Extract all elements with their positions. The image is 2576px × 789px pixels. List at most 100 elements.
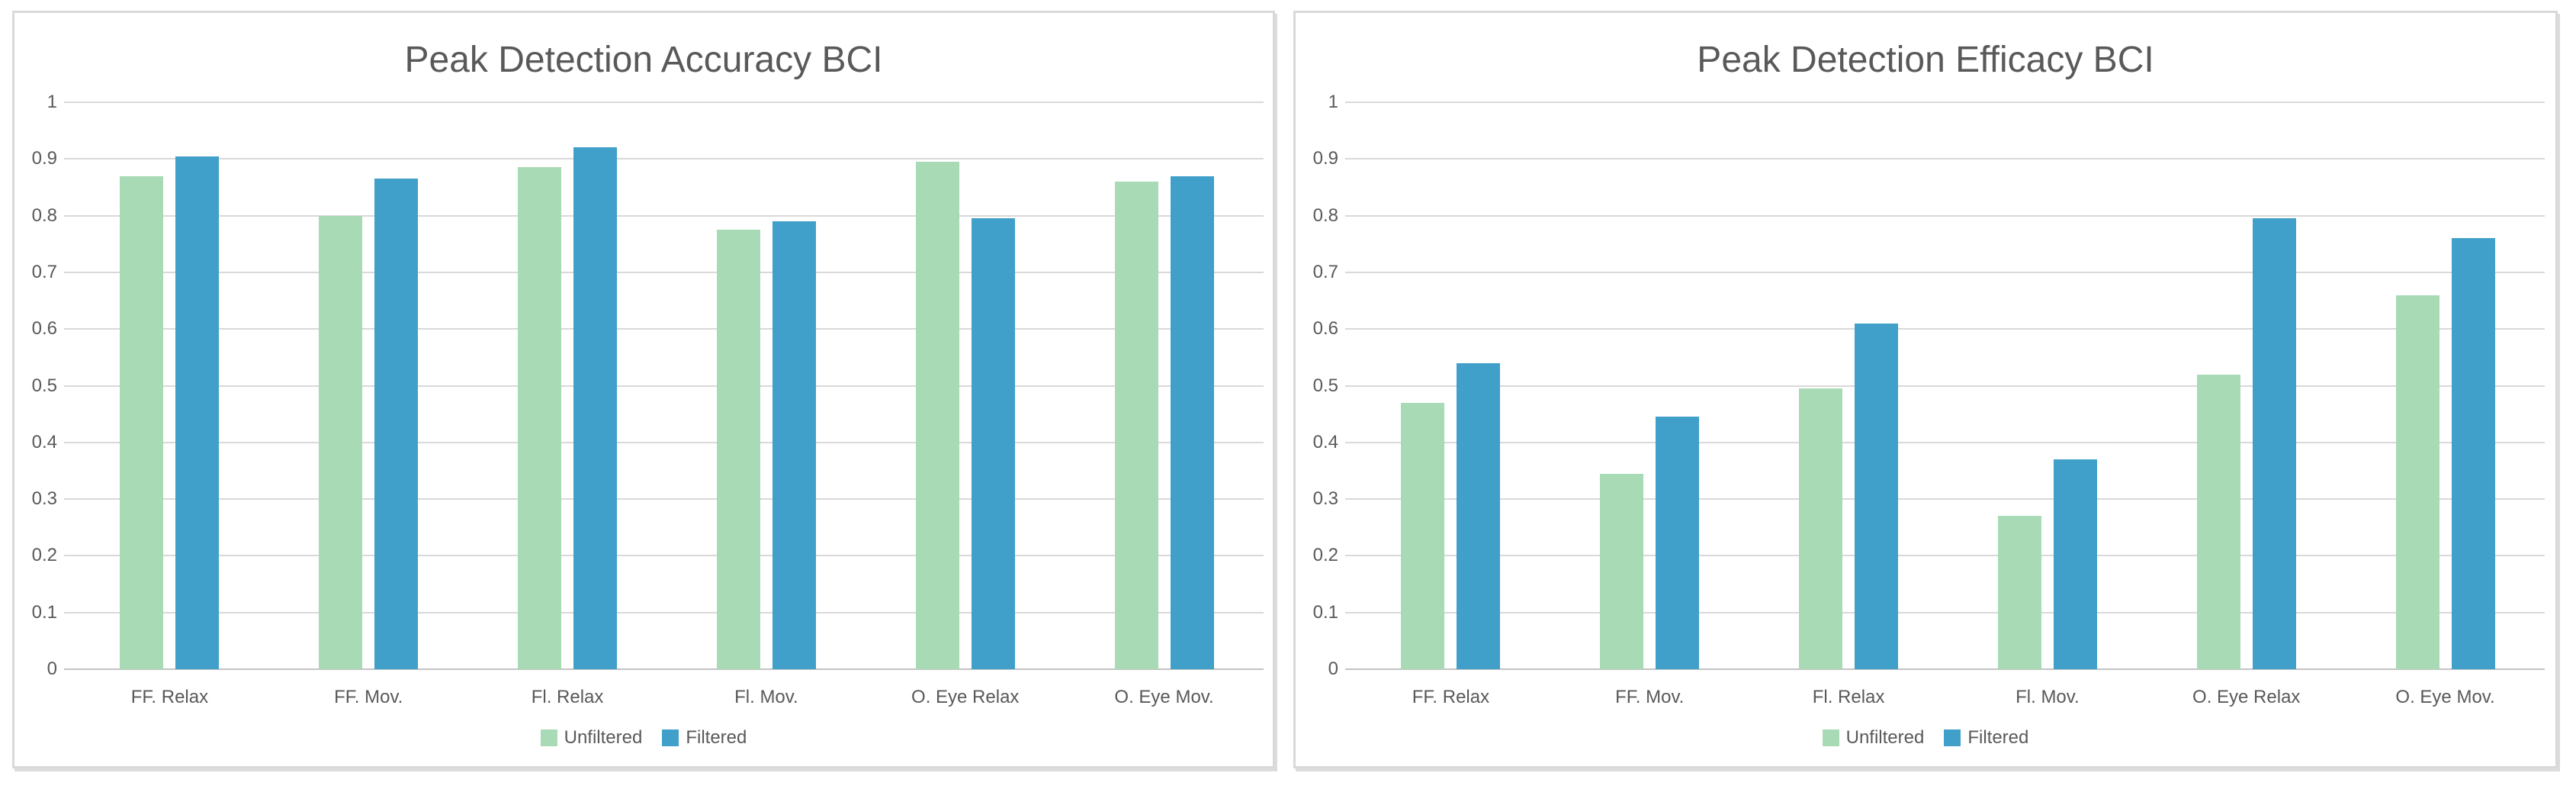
legend-item-unfiltered: Unfiltered (540, 727, 643, 749)
x-axis-labels: FF. Relax FF. Mov. Fl. Relax Fl. Mov. O. Eye… (70, 687, 1264, 708)
bar-filtered (374, 179, 419, 669)
chart-title: Peak Detection Efficacy BCI (1697, 40, 2154, 80)
legend-swatch-unfiltered (1822, 729, 1839, 746)
gridline (64, 214, 1264, 217)
bar-unfiltered (120, 176, 164, 669)
x-axis-line (1345, 668, 2545, 670)
legend-item-unfiltered: Unfiltered (1822, 727, 1925, 749)
bar-filtered (1656, 417, 1700, 669)
x-axis-category-label: Fl. Relax (1812, 687, 1885, 707)
legend-label: Unfiltered (1845, 727, 1925, 748)
gridline (64, 271, 1264, 273)
bar-unfiltered (1401, 402, 1445, 669)
gridline (1345, 101, 2545, 103)
category-slot (2147, 102, 2346, 669)
y-axis-tick-label: 0 (47, 659, 57, 679)
bar-slots (1351, 102, 2545, 669)
bar-unfiltered (2395, 295, 2439, 669)
y-axis-tick-label: 0.3 (1312, 488, 1338, 510)
gridline (1345, 385, 2545, 387)
bar-unfiltered (1799, 388, 1843, 669)
y-axis-tick-label: 0.9 (31, 148, 57, 169)
category-slot (1550, 102, 1749, 669)
plot-area (1345, 101, 2545, 670)
bar-unfiltered (1600, 473, 1644, 669)
y-axis-tick-label: 0.7 (31, 261, 57, 282)
x-axis-category-label: Fl. Mov. (2016, 687, 2080, 707)
bar-unfiltered (2196, 374, 2240, 669)
category-slot (468, 102, 667, 669)
x-axis-category-label: Fl. Relax (531, 687, 604, 707)
category-slot (1749, 102, 1948, 669)
gridline (64, 158, 1264, 160)
bar-filtered (2252, 218, 2296, 669)
plot-area (64, 101, 1264, 670)
category-slot (70, 102, 269, 669)
y-axis-tick-label: 0.2 (31, 545, 57, 566)
bar-filtered (1457, 362, 1501, 669)
bar-unfiltered (1997, 516, 2041, 669)
x-axis-category-label: Fl. Mov. (734, 687, 798, 707)
x-axis-category-label: O. Eye Relax (911, 687, 1020, 707)
gridline (1345, 271, 2545, 273)
y-axis-tick-label: 0.8 (1312, 204, 1338, 226)
x-axis-category-label: FF. Mov. (1615, 687, 1685, 707)
gridline (64, 328, 1264, 330)
bar-slots (70, 102, 1264, 669)
x-axis-category-label: O. Eye Mov. (1114, 687, 1214, 707)
gridline (64, 101, 1264, 103)
gridline (64, 498, 1264, 501)
y-axis-tick-label: 0.9 (1312, 148, 1338, 169)
y-axis-tick-label: 0.7 (1312, 261, 1338, 282)
chart-panel-efficacy: Peak Detection Efficacy BCI FF. Relax FF.… (1293, 11, 2558, 768)
category-slot (1065, 102, 1264, 669)
gridline (1345, 611, 2545, 613)
bar-filtered (1855, 323, 1899, 669)
legend-item-filtered: Filtered (1944, 727, 2028, 749)
y-axis-tick-label: 0.4 (1312, 431, 1338, 452)
y-axis-tick-label: 0.5 (31, 375, 57, 396)
x-axis-line (64, 668, 1264, 670)
legend-label: Filtered (686, 727, 747, 748)
category-slot (269, 102, 468, 669)
y-axis-tick-label: 1 (1328, 92, 1338, 112)
y-axis-tick-label: 0.8 (31, 204, 57, 226)
bar-filtered (971, 218, 1015, 669)
chart-panel-accuracy: Peak Detection Accuracy BCI FF. Relax FF.… (12, 11, 1275, 768)
bar-filtered (772, 221, 816, 669)
y-axis-tick-label: 0.1 (31, 601, 57, 623)
gridline (1345, 555, 2545, 557)
legend-label: Unfiltered (564, 727, 643, 748)
x-axis-category-label: O. Eye Relax (2192, 687, 2301, 707)
gridline (1345, 441, 2545, 443)
y-axis-tick-label: 0.6 (31, 318, 57, 340)
gridline (1345, 328, 2545, 330)
y-axis-tick-label: 0.4 (31, 431, 57, 452)
gridline (64, 555, 1264, 557)
legend-swatch-unfiltered (540, 729, 557, 746)
x-axis-category-label: O. Eye Mov. (2395, 687, 2495, 707)
gridline (64, 611, 1264, 613)
legend-label: Filtered (1967, 727, 2029, 748)
category-slot (2346, 102, 2545, 669)
y-axis-tick-label: 1 (47, 92, 57, 112)
legend: Unfiltered Filtered (1296, 727, 2555, 749)
legend: Unfiltered Filtered (14, 727, 1273, 749)
y-axis-tick-label: 0 (1328, 659, 1338, 679)
bar-unfiltered (915, 162, 959, 669)
y-axis-tick-label: 0.6 (1312, 318, 1338, 340)
y-axis-tick-label: 0.3 (31, 488, 57, 510)
x-axis-category-label: FF. Mov. (334, 687, 403, 707)
bar-filtered (573, 147, 618, 669)
gridline (1345, 158, 2545, 160)
category-slot (866, 102, 1065, 669)
gridline (64, 441, 1264, 443)
bar-filtered (2053, 459, 2097, 669)
bar-filtered (175, 156, 220, 669)
category-slot (666, 102, 866, 669)
category-slot (1351, 102, 1550, 669)
x-axis-labels: FF. Relax FF. Mov. Fl. Relax Fl. Mov. O. Eye… (1351, 687, 2545, 708)
category-slot (1948, 102, 2147, 669)
legend-swatch-filtered (662, 729, 679, 746)
